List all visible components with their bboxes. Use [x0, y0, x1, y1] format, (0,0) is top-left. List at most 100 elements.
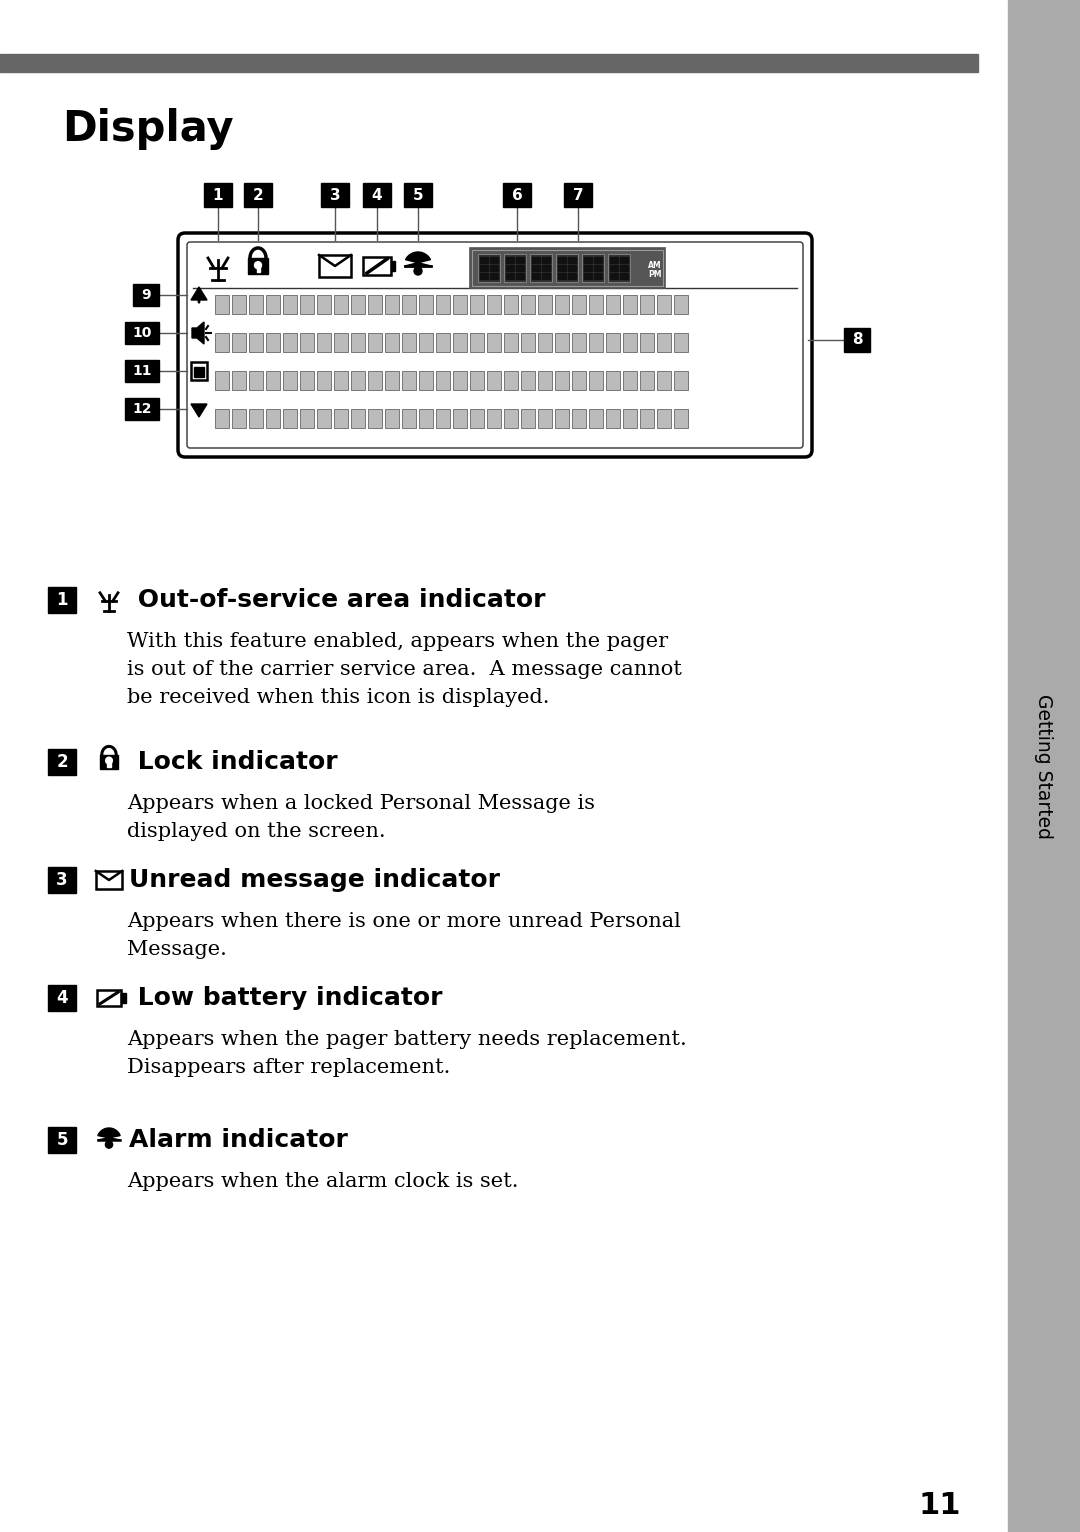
Bar — [521, 332, 535, 352]
Bar — [555, 371, 569, 391]
Text: displayed on the screen.: displayed on the screen. — [127, 823, 386, 841]
Bar — [521, 296, 535, 314]
Bar — [384, 409, 399, 427]
Bar — [555, 332, 569, 352]
Bar — [480, 273, 488, 279]
Bar — [532, 265, 540, 271]
Bar — [318, 332, 330, 352]
Bar — [606, 409, 620, 427]
Bar — [640, 296, 654, 314]
Bar — [384, 371, 399, 391]
Text: 11: 11 — [919, 1491, 961, 1520]
Bar — [620, 273, 627, 279]
Bar — [125, 398, 159, 420]
Bar — [584, 265, 592, 271]
Bar — [300, 296, 314, 314]
Bar — [538, 371, 552, 391]
Bar — [318, 371, 330, 391]
Circle shape — [106, 757, 112, 764]
Bar — [244, 182, 272, 207]
Bar — [232, 409, 246, 427]
Bar — [620, 257, 627, 264]
Bar — [368, 409, 382, 427]
Text: be received when this icon is displayed.: be received when this icon is displayed. — [127, 688, 550, 706]
Bar — [582, 254, 604, 282]
Bar — [300, 371, 314, 391]
Bar — [490, 265, 498, 271]
Bar — [249, 296, 264, 314]
Bar — [470, 332, 484, 352]
Bar — [487, 296, 501, 314]
Bar — [215, 409, 229, 427]
Circle shape — [106, 1141, 112, 1147]
Bar — [368, 371, 382, 391]
Bar — [368, 296, 382, 314]
Bar — [107, 761, 111, 768]
Bar — [453, 332, 467, 352]
FancyBboxPatch shape — [187, 242, 804, 447]
Bar — [640, 371, 654, 391]
Text: AM
PM: AM PM — [648, 260, 662, 279]
Bar — [568, 265, 576, 271]
Bar — [384, 332, 399, 352]
Bar — [572, 332, 586, 352]
Text: With this feature enabled, appears when the pager: With this feature enabled, appears when … — [127, 633, 669, 651]
Bar — [542, 273, 550, 279]
Text: 9: 9 — [141, 288, 151, 302]
Bar — [558, 265, 566, 271]
Text: Getting Started: Getting Started — [1035, 694, 1053, 838]
Bar — [351, 409, 365, 427]
Bar — [610, 265, 618, 271]
Bar — [572, 296, 586, 314]
Bar — [319, 254, 351, 277]
Bar — [558, 257, 566, 264]
Text: Message.: Message. — [127, 941, 227, 959]
Bar — [516, 265, 524, 271]
Bar — [249, 371, 264, 391]
Bar — [470, 248, 665, 288]
Bar — [436, 332, 450, 352]
Bar — [266, 409, 280, 427]
Text: 11: 11 — [132, 365, 152, 378]
Bar — [283, 332, 297, 352]
Bar — [521, 409, 535, 427]
Bar — [334, 409, 348, 427]
Bar — [542, 257, 550, 264]
Bar — [503, 182, 531, 207]
Bar — [516, 257, 524, 264]
Bar — [232, 332, 246, 352]
Bar — [402, 332, 416, 352]
Bar — [121, 993, 125, 1002]
Bar — [419, 371, 433, 391]
Bar — [843, 328, 870, 352]
Bar — [608, 254, 630, 282]
Bar — [215, 296, 229, 314]
Bar — [532, 273, 540, 279]
Bar — [472, 250, 663, 286]
Bar — [606, 332, 620, 352]
Bar — [419, 332, 433, 352]
Bar — [589, 296, 603, 314]
Bar — [480, 265, 488, 271]
Bar — [538, 332, 552, 352]
Text: 7: 7 — [572, 187, 583, 202]
Bar — [478, 254, 500, 282]
Bar — [215, 332, 229, 352]
Bar — [490, 257, 498, 264]
Bar — [194, 368, 204, 377]
Bar — [402, 371, 416, 391]
Bar — [564, 182, 592, 207]
Text: Appears when the alarm clock is set.: Appears when the alarm clock is set. — [127, 1172, 518, 1190]
Polygon shape — [97, 1128, 120, 1140]
Bar — [133, 283, 159, 306]
Polygon shape — [191, 286, 207, 300]
Bar — [48, 985, 76, 1011]
Bar — [125, 360, 159, 381]
Bar — [300, 409, 314, 427]
Bar — [507, 265, 514, 271]
Bar — [657, 409, 671, 427]
Text: 4: 4 — [56, 990, 68, 1007]
Text: Disappears after replacement.: Disappears after replacement. — [127, 1059, 450, 1077]
Bar — [453, 371, 467, 391]
Polygon shape — [192, 322, 204, 345]
